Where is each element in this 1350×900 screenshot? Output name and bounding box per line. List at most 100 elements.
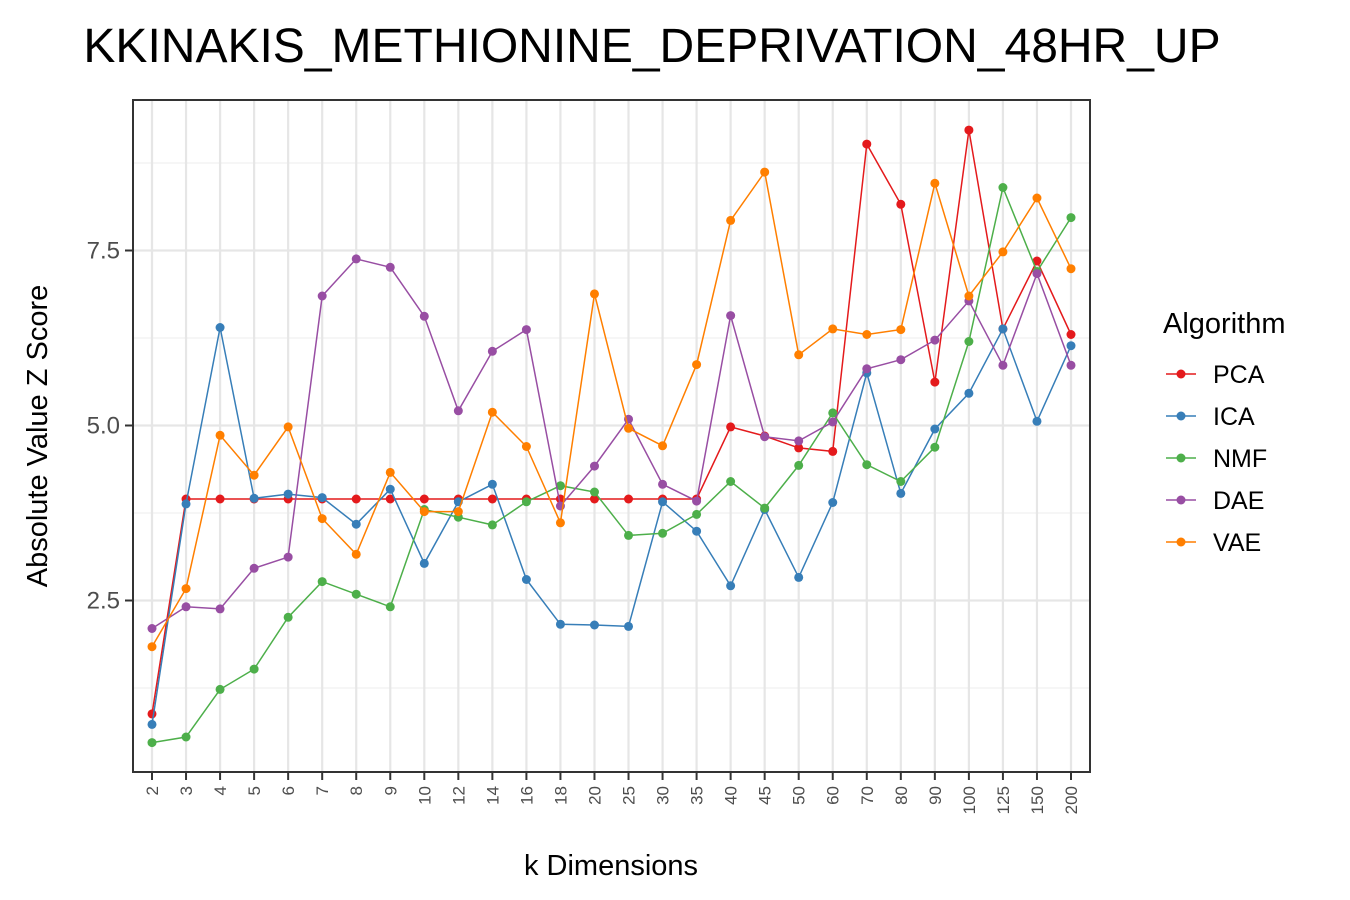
- data-point-nmf: [998, 183, 1008, 192]
- data-point-dae: [453, 406, 463, 416]
- data-point-pca: [215, 494, 225, 504]
- data-point-nmf: [1066, 213, 1076, 223]
- y-axis-ticks: 2.5 5.0 7.5: [87, 238, 133, 615]
- y-tick-label: 5.0: [87, 413, 120, 440]
- data-point-vae: [998, 247, 1008, 257]
- data-point-nmf: [487, 520, 497, 530]
- data-point-ica: [1066, 341, 1076, 351]
- x-tick-label: 12: [449, 786, 468, 805]
- x-tick-label: 2: [143, 786, 162, 795]
- data-point-nmf: [726, 477, 736, 486]
- data-point-pca: [419, 494, 429, 504]
- data-point-pca: [794, 443, 804, 453]
- legend-key-point: [1176, 495, 1186, 505]
- x-tick-label: 50: [790, 786, 809, 805]
- plot-border: [132, 99, 1091, 773]
- legend-label: ICA: [1213, 403, 1255, 431]
- data-point-nmf: [828, 408, 838, 418]
- data-point-dae: [589, 461, 599, 471]
- data-point-dae: [794, 436, 804, 446]
- data-point-vae: [521, 442, 531, 451]
- legend-title: Algorithm: [1163, 308, 1286, 340]
- data-point-pca: [624, 494, 634, 504]
- data-point-dae: [1032, 269, 1042, 279]
- data-point-pca: [862, 139, 872, 149]
- x-tick-label: 3: [177, 786, 196, 795]
- data-point-ica: [998, 324, 1008, 334]
- data-point-dae: [317, 291, 327, 301]
- data-point-vae: [249, 470, 259, 480]
- x-tick-label: 14: [483, 786, 502, 805]
- data-point-ica: [147, 719, 157, 729]
- data-point-vae: [624, 423, 634, 433]
- legend-key-point: [1176, 369, 1186, 379]
- data-point-nmf: [215, 684, 225, 694]
- data-point-pca: [1032, 256, 1042, 266]
- x-tick-label: 150: [1028, 786, 1047, 814]
- data-point-ica: [487, 479, 497, 489]
- data-point-vae: [862, 330, 872, 339]
- data-point-dae: [896, 355, 906, 365]
- series-line-ica: [151, 327, 1072, 725]
- data-point-pca: [1066, 330, 1076, 339]
- data-point-ica: [624, 621, 634, 631]
- legend-items: PCA ICA NMF DAE VAE: [1166, 361, 1267, 557]
- data-point-dae: [692, 496, 702, 506]
- data-point-ica: [249, 493, 259, 503]
- data-point-vae: [555, 518, 565, 528]
- data-point-vae: [794, 350, 804, 360]
- data-point-nmf: [317, 577, 327, 587]
- legend-label: PCA: [1213, 361, 1265, 389]
- data-point-vae: [1032, 193, 1042, 203]
- data-point-ica: [419, 558, 429, 568]
- data-point-ica: [1032, 416, 1042, 426]
- data-point-dae: [283, 552, 293, 562]
- data-point-vae: [351, 549, 361, 559]
- legend-item-vae: VAE: [1166, 529, 1261, 557]
- data-point-vae: [453, 507, 463, 517]
- x-tick-label: 35: [688, 786, 707, 805]
- data-point-nmf: [147, 738, 157, 748]
- data-point-ica: [181, 499, 191, 509]
- data-point-vae: [181, 584, 191, 594]
- data-point-ica: [589, 620, 599, 630]
- data-point-ica: [692, 526, 702, 536]
- data-point-nmf: [181, 732, 191, 742]
- data-point-pca: [385, 494, 395, 504]
- data-point-nmf: [896, 477, 906, 486]
- data-point-ica: [964, 388, 974, 398]
- series-layer: [147, 125, 1076, 748]
- x-tick-label: 4: [211, 786, 230, 795]
- x-tick-label: 5: [245, 786, 264, 795]
- data-point-vae: [385, 467, 395, 477]
- data-point-pca: [828, 446, 838, 456]
- legend: Algorithm PCA ICA NMF DAE VAE: [1163, 308, 1286, 557]
- data-point-ica: [351, 519, 361, 529]
- x-axis-title: k Dimensions: [524, 850, 698, 882]
- x-tick-label: 10: [415, 786, 434, 805]
- data-point-ica: [521, 575, 531, 584]
- data-point-dae: [215, 604, 225, 614]
- data-point-dae: [351, 254, 361, 264]
- legend-key-point: [1176, 453, 1186, 463]
- data-point-vae: [726, 215, 736, 225]
- series-vae: [147, 167, 1076, 652]
- data-point-dae: [828, 417, 838, 427]
- series-line-dae: [151, 258, 1072, 630]
- data-point-vae: [317, 514, 327, 524]
- data-point-vae: [419, 507, 429, 517]
- x-tick-label: 7: [313, 786, 332, 795]
- x-tick-label: 6: [279, 786, 298, 795]
- x-tick-label: 20: [585, 786, 604, 805]
- data-point-dae: [419, 311, 429, 321]
- y-tick-label: 7.5: [87, 238, 120, 265]
- data-point-ica: [215, 323, 225, 332]
- data-point-nmf: [283, 612, 293, 622]
- data-point-vae: [930, 178, 940, 188]
- legend-item-ica: ICA: [1166, 403, 1255, 431]
- series-line-vae: [151, 170, 1072, 648]
- data-point-nmf: [385, 602, 395, 612]
- data-point-ica: [930, 424, 940, 434]
- data-point-pca: [589, 494, 599, 504]
- legend-key-point: [1176, 411, 1186, 421]
